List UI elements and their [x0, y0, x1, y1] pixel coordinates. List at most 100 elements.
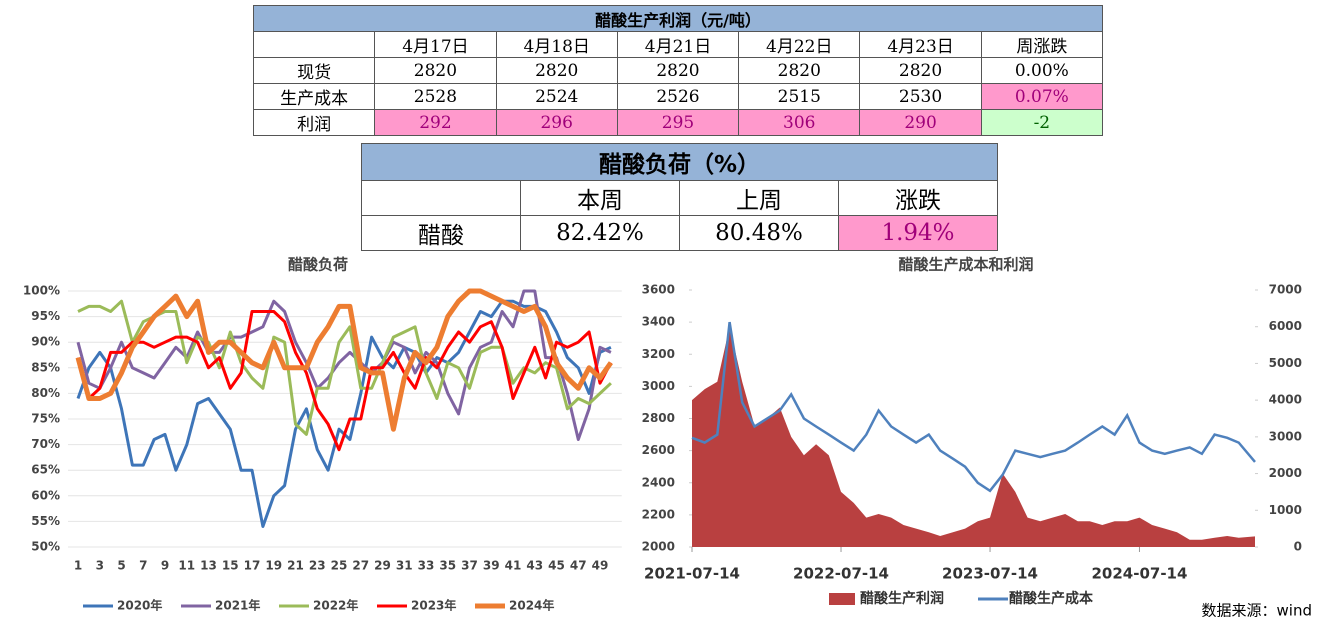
profit-table: 醋酸生产利润（元/吨） 4月17日 4月18日 4月21日 4月22日 4月23日 周涨跌现…: [252, 5, 1104, 136]
cell: -2: [980, 109, 1104, 136]
cell: 2515: [738, 83, 861, 110]
legend-label: 2021年: [215, 598, 260, 613]
x-tick-label: 29: [374, 559, 391, 573]
title-row: 醋酸负荷（%）: [361, 143, 998, 181]
column-header: 4月22日: [738, 31, 861, 58]
x-tick-label: 5: [117, 559, 125, 573]
cell: 2820: [495, 57, 618, 84]
x-tick-label: 7: [139, 559, 147, 573]
data-row: 生产成本 2528 2524 2526 2515 2530 0.07%: [252, 83, 1104, 110]
x-tick-label: 17: [244, 559, 261, 573]
y-tick-label: 2000: [642, 540, 675, 554]
x-tick-label: 37: [461, 559, 478, 573]
cost-line: [691, 321, 1256, 493]
table-title: 醋酸生产利润（元/吨）: [253, 5, 1103, 32]
legend-label: 2020年: [117, 598, 162, 613]
y-tick-label: 2600: [642, 443, 675, 457]
legend-label: 2024年: [509, 598, 554, 613]
y2-tick-label: 0: [1294, 540, 1302, 554]
y2-tick-label: 1000: [1269, 503, 1302, 517]
row-label: 醋酸: [361, 215, 521, 251]
x-tick-label: 2024-07-14: [1091, 565, 1187, 583]
series-line: [77, 299, 612, 436]
y-tick-label: 85%: [31, 360, 60, 374]
table-title: 醋酸负荷（%）: [361, 143, 998, 181]
cell: 0.00%: [980, 57, 1104, 84]
row-label: 现货: [252, 57, 376, 84]
x-tick-label: 41: [505, 559, 522, 573]
x-tick-label: 25: [331, 559, 348, 573]
column-header: 周涨跌: [980, 31, 1104, 58]
x-tick-label: 2023-07-14: [942, 565, 1038, 583]
cell: 306: [738, 109, 861, 136]
x-tick-label: 13: [200, 559, 217, 573]
x-tick-label: 19: [265, 559, 282, 573]
data-row: 利润 292 296 295 306 290 -2: [252, 109, 1104, 136]
y-tick-label: 3600: [642, 283, 675, 297]
cell: 82.42%: [520, 215, 680, 251]
cell: 2530: [859, 83, 982, 110]
y-tick-label: 3000: [642, 379, 675, 393]
cell: 2526: [616, 83, 740, 110]
data-row: 醋酸 82.42% 80.48% 1.94%: [361, 215, 998, 251]
legend-label: 醋酸生产利润: [860, 590, 944, 607]
x-tick-label: 2022-07-14: [793, 565, 889, 583]
x-tick-label: 2021-07-14: [644, 565, 740, 583]
profit-area: [692, 326, 1255, 547]
x-tick-label: 23: [309, 559, 326, 573]
cell: 296: [495, 109, 618, 136]
x-tick-label: 33: [418, 559, 435, 573]
y-tick-label: 55%: [31, 514, 60, 528]
y2-tick-label: 4000: [1269, 393, 1302, 407]
x-tick-label: 27: [352, 559, 369, 573]
y-tick-label: 2200: [642, 507, 675, 521]
y2-tick-label: 6000: [1269, 319, 1302, 333]
series-line: [76, 310, 613, 452]
cell: 290: [859, 109, 982, 136]
y-tick-label: 60%: [31, 488, 60, 502]
y2-tick-label: 3000: [1269, 429, 1302, 443]
cell: 2820: [859, 57, 982, 84]
y-tick-label: 75%: [31, 412, 60, 426]
y-tick-label: 70%: [31, 437, 60, 451]
x-tick-label: 1: [74, 559, 82, 573]
x-tick-label: 31: [396, 559, 413, 573]
y-tick-label: 3200: [642, 347, 675, 361]
y-tick-label: 3400: [642, 315, 675, 329]
cell: 0.07%: [980, 83, 1104, 110]
y-tick-label: 80%: [31, 386, 60, 400]
data-row: 现货 2820 2820 2820 2820 2820 0.00%: [252, 57, 1104, 84]
chart-title: 醋酸负荷: [288, 256, 348, 274]
x-tick-label: 49: [592, 559, 609, 573]
header-row: 4月17日 4月18日 4月21日 4月22日 4月23日 周涨跌: [252, 31, 1104, 58]
legend-label: 2022年: [313, 598, 358, 613]
chart-title: 醋酸生产成本和利润: [898, 256, 1033, 274]
y-tick-label: 100%: [23, 284, 60, 298]
y2-tick-label: 2000: [1269, 466, 1302, 480]
y-tick-label: 65%: [31, 463, 60, 477]
x-tick-label: 35: [439, 559, 456, 573]
cell: 1.94%: [838, 215, 998, 251]
series-line: [75, 288, 613, 432]
legend-label: 2023年: [411, 598, 456, 613]
y-tick-label: 2800: [642, 411, 675, 425]
x-tick-label: 9: [161, 559, 169, 573]
cell: 80.48%: [679, 215, 839, 251]
y-tick-label: 50%: [31, 540, 60, 554]
row-label: 利润: [252, 109, 376, 136]
column-header: 上周: [679, 180, 839, 216]
cell: 292: [374, 109, 497, 136]
y-tick-label: 2400: [642, 475, 675, 489]
y2-tick-label: 7000: [1269, 283, 1302, 297]
corner-cell: [361, 180, 521, 216]
title-row: 醋酸生产利润（元/吨）: [253, 5, 1103, 32]
x-tick-label: 39: [483, 559, 500, 573]
legend-label: 醋酸生产成本: [1009, 590, 1094, 607]
y2-tick-label: 5000: [1269, 356, 1302, 370]
x-tick-label: 3: [96, 559, 104, 573]
y-tick-label: 90%: [31, 335, 60, 349]
x-tick-label: 43: [526, 559, 543, 573]
x-tick-label: 11: [178, 559, 195, 573]
y-tick-label: 95%: [31, 309, 60, 323]
